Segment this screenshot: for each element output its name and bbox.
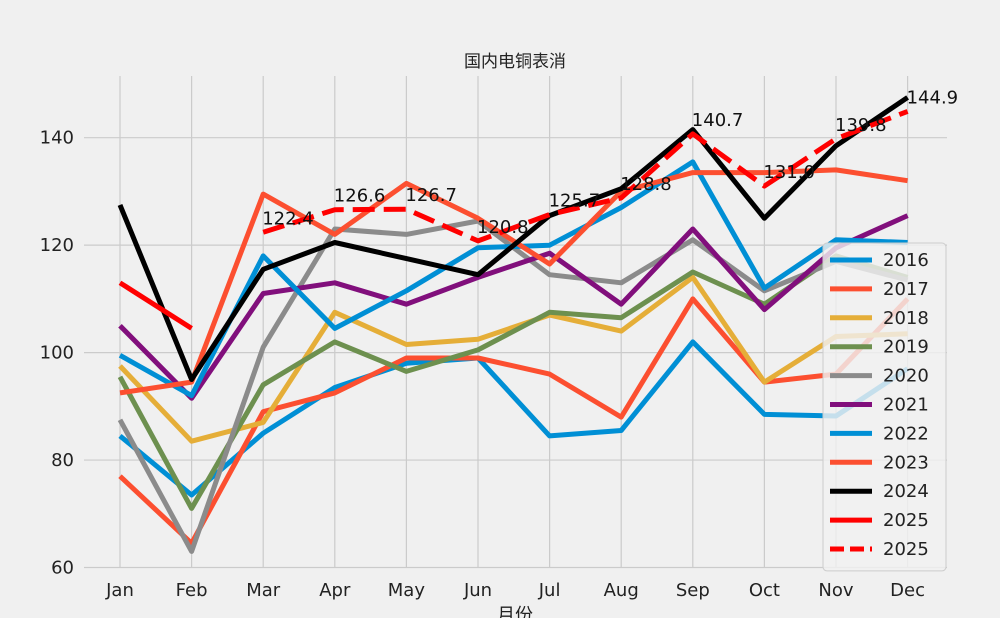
legend-label: 2025	[883, 510, 929, 531]
series-line-2025-dashed	[262, 109, 909, 244]
legend-label: 2019	[883, 337, 929, 358]
legend-label: 2016	[883, 250, 929, 271]
legend-label: 2020	[883, 366, 929, 387]
x-tick-label: Dec	[890, 580, 925, 601]
series-line-2016-solid	[118, 339, 909, 498]
series-line-2025-solid	[118, 280, 193, 331]
x-tick-label: Jul	[538, 580, 561, 601]
series-line-2017-solid	[118, 296, 910, 546]
legend-label: 2023	[883, 452, 929, 473]
legend-label: 2024	[883, 481, 929, 502]
y-tick-label: 80	[51, 450, 74, 471]
data-label: 140.7	[692, 110, 744, 131]
legend: 2016 2017 2018 2019 2020 2021 2022 2023 2024 2025…	[822, 242, 947, 572]
data-label: 126.6	[334, 186, 386, 207]
legend-label: 2017	[883, 279, 929, 300]
data-label: 139.8	[835, 115, 887, 136]
y-tick-label: 120	[40, 235, 74, 256]
series-line-2024-solid	[117, 95, 910, 382]
data-label: 122.4	[262, 208, 314, 229]
series-line-2023-solid	[119, 167, 908, 396]
x-tick-label: Apr	[319, 580, 351, 601]
series-line-2021-solid	[118, 213, 909, 401]
y-tick-label: 140	[40, 128, 74, 149]
x-tick-label: Feb	[176, 580, 208, 601]
legend-label: 2022	[883, 423, 929, 444]
data-label: 125.7	[549, 191, 601, 212]
data-annotations: 122.4 126.6 126.7 120.8 125.7 128.8 140.7 131.0…	[262, 87, 958, 237]
x-tick-label: Nov	[818, 580, 853, 601]
x-tick-label: Aug	[604, 580, 639, 601]
data-label: 144.9	[907, 87, 959, 108]
axes: Jan Feb Mar Apr May Jun Jul Aug Sep Oct Nov Dec 60 80…	[40, 128, 925, 601]
legend-label: 2018	[883, 308, 929, 329]
chart-title: 国内电铜表消	[464, 52, 566, 72]
data-label: 120.8	[477, 217, 529, 238]
data-label: 128.8	[620, 174, 672, 195]
y-tick-label: 60	[51, 558, 74, 579]
x-tick-label: Jan	[105, 580, 134, 601]
x-tick-label: Jun	[463, 580, 492, 601]
x-tick-label: Oct	[749, 580, 780, 601]
series-lines	[117, 95, 910, 554]
data-label: 131.0	[763, 162, 815, 183]
series-line-2018-solid	[118, 274, 908, 444]
x-axis-label: 月份	[497, 605, 533, 618]
data-label: 126.7	[405, 185, 457, 206]
y-tick-label: 100	[40, 343, 74, 364]
x-tick-label: Mar	[246, 580, 281, 601]
x-tick-label: Sep	[676, 580, 710, 601]
legend-label: 2025	[883, 539, 929, 560]
legend-label: 2021	[883, 395, 929, 416]
x-tick-label: May	[388, 580, 426, 601]
